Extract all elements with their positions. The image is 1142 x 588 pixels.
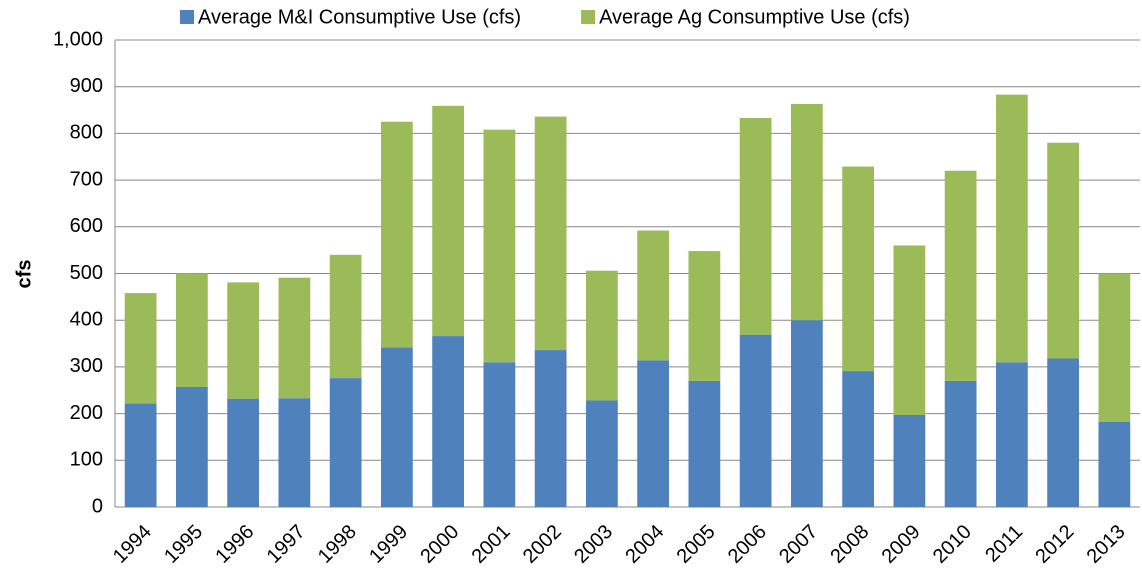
bar-segment: [534, 350, 567, 507]
bar-segment: [739, 334, 772, 507]
bar-segment: [278, 277, 311, 399]
x-tick-label: 1998: [314, 521, 361, 568]
x-tick-label: 1994: [109, 521, 156, 568]
bar-segment: [534, 116, 567, 351]
y-tick-label: 400: [70, 308, 103, 330]
bar-segment: [688, 380, 721, 507]
bar-segment: [278, 398, 311, 507]
bar-segment: [124, 293, 157, 404]
x-tick-label: 2013: [1083, 521, 1130, 568]
y-axis-label: cfs: [13, 260, 35, 289]
bar-segment: [1047, 358, 1080, 507]
bar-segment: [637, 230, 670, 361]
bar-segment: [329, 254, 362, 379]
x-tick-label: 1997: [263, 521, 310, 568]
bar-segment: [227, 282, 260, 399]
x-tick-label: 1995: [160, 521, 207, 568]
x-tick-label: 2002: [519, 521, 566, 568]
y-tick-label: 500: [70, 262, 103, 284]
bar-segment: [483, 129, 516, 363]
y-tick-label: 1,000: [53, 28, 103, 50]
x-tick-label: 2006: [724, 521, 771, 568]
bar-segment: [585, 270, 618, 401]
bar-segment: [739, 117, 772, 335]
bar-segment: [380, 121, 413, 348]
x-tick-label: 2008: [826, 521, 873, 568]
bar-segment: [790, 320, 823, 507]
y-tick-label: 0: [92, 495, 103, 517]
bar-segment: [790, 103, 823, 321]
bar-segment: [329, 378, 362, 507]
legend-label: Average Ag Consumptive Use (cfs): [599, 6, 910, 28]
bar-segment: [1098, 273, 1131, 423]
bar-segment: [432, 105, 465, 337]
bar-segment: [432, 336, 465, 507]
bar-segment: [124, 403, 157, 507]
x-tick-label: 2007: [775, 521, 822, 568]
y-tick-label: 700: [70, 168, 103, 190]
y-tick-label: 100: [70, 449, 103, 471]
x-tick-label: 2010: [929, 521, 976, 568]
y-tick-label: 800: [70, 122, 103, 144]
y-tick-label: 200: [70, 402, 103, 424]
bar-segment: [842, 371, 875, 507]
bar-segment: [944, 170, 977, 381]
bar-segment: [1047, 142, 1080, 359]
x-tick-label: 2000: [416, 521, 463, 568]
y-tick-label: 900: [70, 75, 103, 97]
bar-segment: [893, 415, 926, 507]
x-tick-label: 2011: [981, 521, 1027, 567]
y-tick-label: 600: [70, 215, 103, 237]
bar-segment: [995, 94, 1028, 363]
bar-segment: [944, 380, 977, 507]
x-tick-label: 1996: [211, 521, 258, 568]
bar-segment: [175, 273, 208, 387]
x-tick-label: 2012: [1031, 521, 1078, 568]
bar-segment: [380, 347, 413, 507]
legend-swatch: [581, 10, 596, 24]
bar-segment: [227, 398, 260, 507]
bar-segment: [893, 245, 926, 416]
bar-segment: [637, 360, 670, 507]
bar-segment: [483, 362, 516, 507]
bar-segment: [585, 400, 618, 507]
legend-swatch: [180, 10, 194, 24]
x-tick-label: 2005: [673, 521, 720, 568]
x-tick-label: 2001: [468, 521, 515, 568]
x-tick-label: 2004: [621, 521, 668, 568]
bar-segment: [842, 166, 875, 372]
bar-segment: [688, 251, 721, 381]
bar-segment: [995, 362, 1028, 507]
bar-segment: [175, 386, 208, 507]
legend-label: Average M&I Consumptive Use (cfs): [198, 6, 521, 28]
y-tick-label: 300: [70, 355, 103, 377]
bar-segment: [1098, 422, 1131, 507]
x-tick-label: 2009: [878, 521, 925, 568]
x-tick-label: 1999: [365, 521, 412, 568]
x-tick-label: 2003: [570, 521, 617, 568]
